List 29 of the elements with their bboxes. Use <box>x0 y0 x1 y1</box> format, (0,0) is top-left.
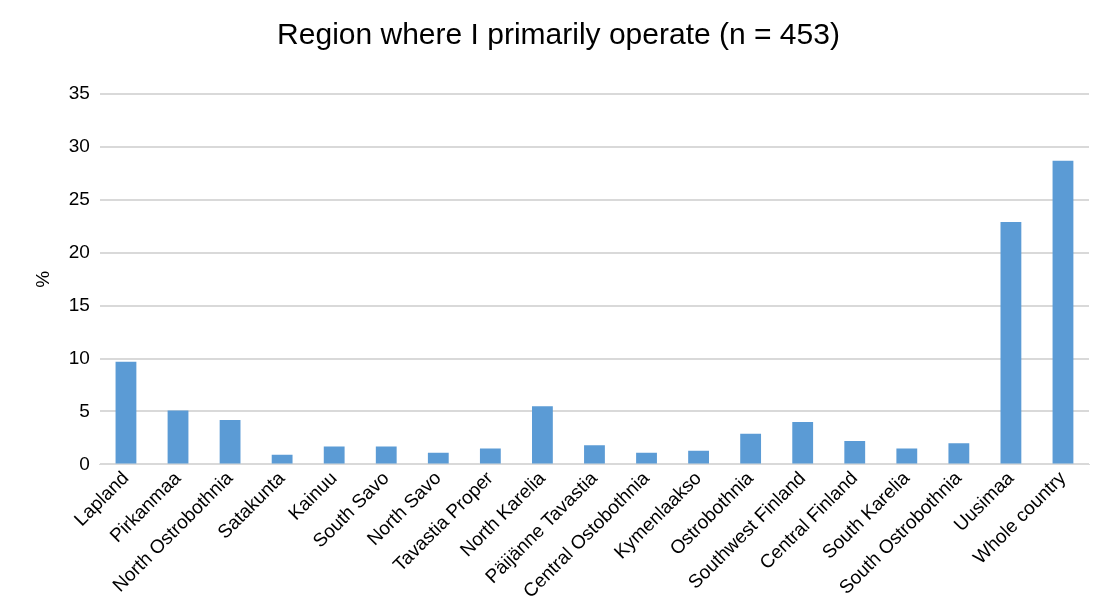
bar <box>792 422 814 464</box>
bar <box>584 445 605 464</box>
bar <box>636 452 657 464</box>
y-tick-label: 0 <box>79 452 90 474</box>
y-axis-title: % <box>31 270 53 288</box>
bar <box>948 443 970 464</box>
y-tick-label: 25 <box>68 188 90 210</box>
y-tick-label: 20 <box>68 240 90 262</box>
bar <box>167 410 189 464</box>
bar <box>219 419 241 464</box>
bar <box>427 452 449 464</box>
bar <box>532 406 553 464</box>
bar <box>479 448 501 464</box>
y-tick-label: 15 <box>68 293 90 315</box>
bar <box>688 450 709 464</box>
bar <box>115 361 137 464</box>
bar <box>740 433 762 464</box>
y-tick-label: 10 <box>68 346 90 368</box>
bar <box>323 446 345 464</box>
y-tick-label: 35 <box>68 82 90 104</box>
bar <box>896 448 918 464</box>
y-tick-label: 30 <box>68 135 90 157</box>
bar <box>1052 160 1074 464</box>
bar <box>844 441 866 464</box>
bar <box>271 454 293 464</box>
bar <box>375 446 397 464</box>
y-tick-label: 5 <box>79 399 90 421</box>
bar <box>1000 222 1022 464</box>
chart-title: Region where I primarily operate (n = 453) <box>277 17 840 51</box>
